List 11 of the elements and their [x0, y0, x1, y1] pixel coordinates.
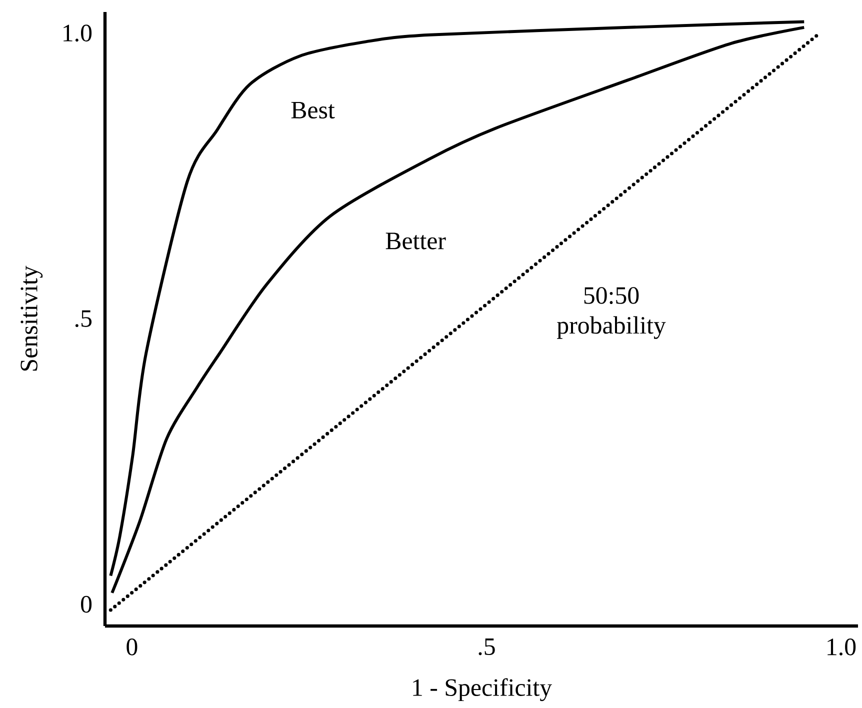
y-tick-label: 1.0 — [64, 24, 92, 42]
x-tick-label: .5 — [478, 638, 495, 656]
series-label: Better — [386, 232, 446, 250]
series-label: 50:50 probability — [557, 287, 666, 339]
series-label: Best — [291, 102, 335, 119]
y-tick-label: .5 — [75, 310, 92, 328]
y-tick-label: 0 — [81, 596, 92, 613]
x-axis-title: 1 - Specificity — [413, 678, 552, 702]
y-axis-title: Sensitivity — [20, 266, 43, 371]
x-tick-label: 1.0 — [828, 638, 856, 656]
x-tick-label: 0 — [126, 638, 138, 656]
